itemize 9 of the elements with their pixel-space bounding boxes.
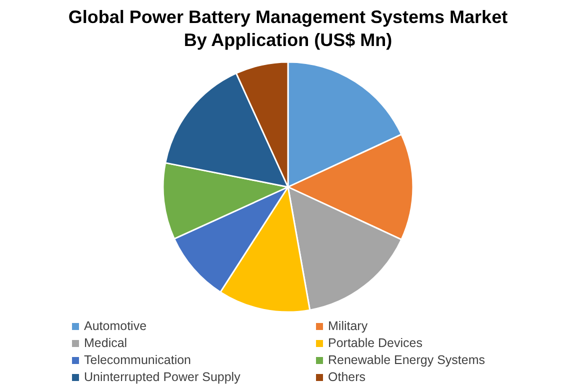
legend-label: Telecommunication (84, 353, 191, 367)
legend-label: Others (328, 370, 366, 384)
legend-label: Automotive (84, 319, 147, 333)
legend-label: Military (328, 319, 368, 333)
legend-label: Renewable Energy Systems (328, 353, 486, 367)
legend-label: Medical (84, 336, 128, 350)
legend-label: Portable Devices (328, 336, 422, 350)
legend-label: Uninterrupted Power Supply (84, 370, 240, 384)
chart-title: Global Power Battery Management Systems Market By Application (US$ Mn) (67, 6, 509, 52)
